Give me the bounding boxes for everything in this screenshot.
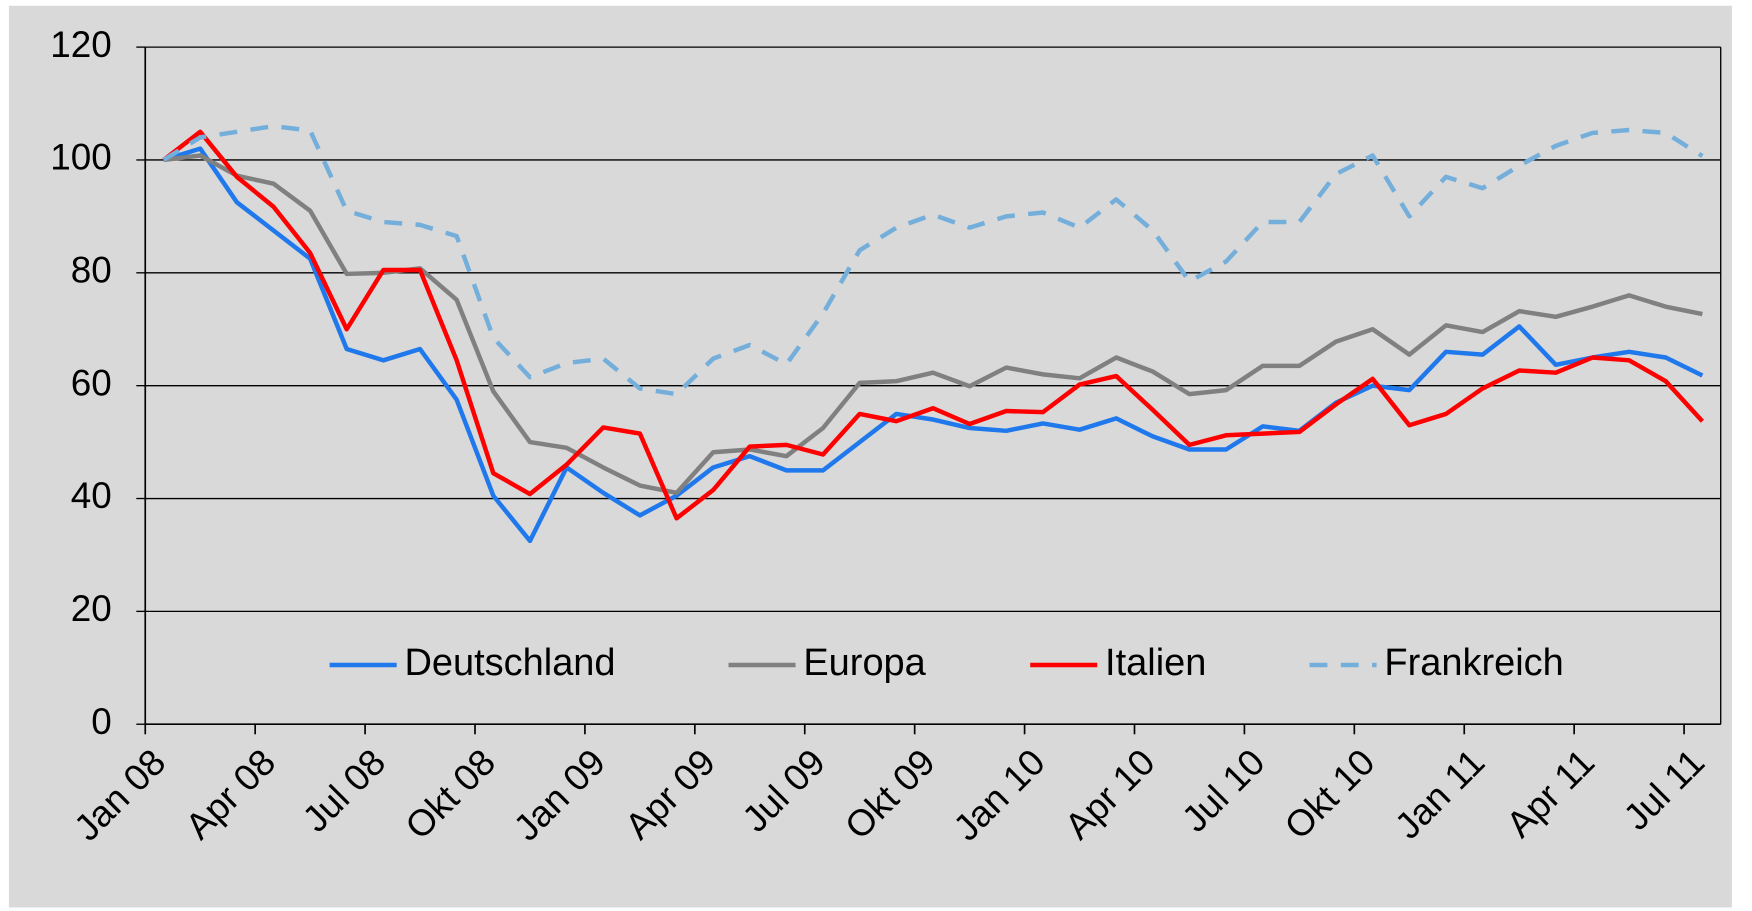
legend-label: Europa (803, 642, 926, 684)
legend-label: Deutschland (404, 642, 615, 684)
series-line (162, 129, 1705, 521)
y-tick-label: 120 (50, 24, 112, 65)
series-line (162, 123, 1704, 397)
y-tick-label: 0 (91, 701, 112, 742)
y-tick-label: 20 (71, 588, 112, 629)
series-line (162, 146, 1704, 544)
y-tick-label: 80 (71, 250, 112, 291)
legend-label: Frankreich (1384, 642, 1563, 684)
y-tick-label: 100 (50, 137, 112, 178)
y-tick-label: 60 (71, 362, 112, 403)
legend-label: Italien (1105, 642, 1206, 684)
y-tick-label: 40 (71, 475, 112, 516)
chart-background (8, 5, 1732, 908)
